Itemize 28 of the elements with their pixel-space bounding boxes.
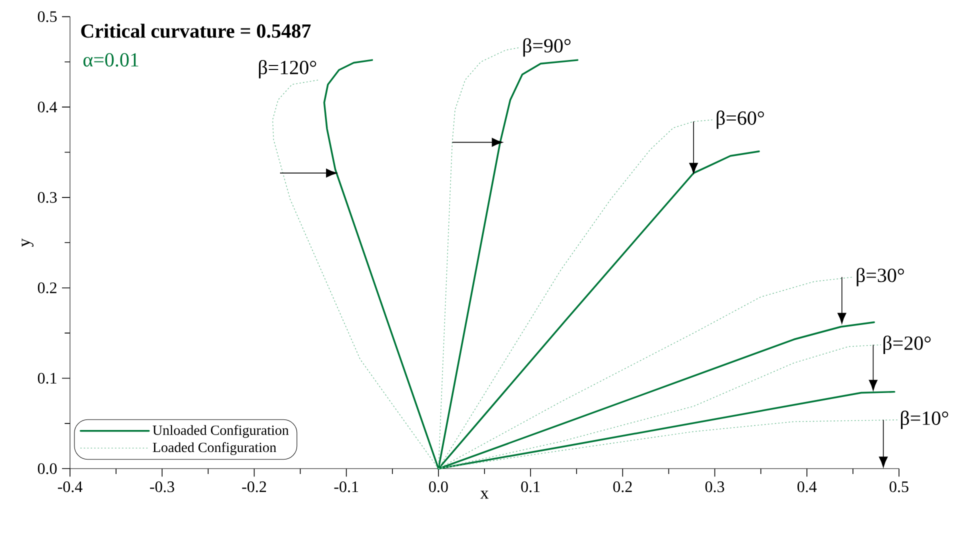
x-tick-label: -0.1 (334, 482, 358, 492)
x-tick-label: 0.1 (521, 482, 540, 492)
y-axis-title: y (22, 238, 34, 247)
x-tick-label: 0.2 (613, 482, 632, 492)
chart-title: Critical curvature = 0.5487 (81, 24, 311, 38)
x-axis-title: x (480, 490, 489, 499)
legend-label: Unloaded Configuration (152, 425, 289, 438)
legend-label: Loaded Configuration (152, 442, 276, 456)
annotation: β=120° (258, 60, 316, 79)
annotation: β=20° (883, 336, 931, 354)
y-tick-label: 0.2 (38, 282, 56, 294)
annotation: β=10° (900, 410, 948, 430)
x-tick-label: 0.5 (890, 482, 908, 492)
y-tick-label: 0.5 (38, 11, 57, 22)
annotation: β=30° (856, 268, 904, 286)
x-tick-label: -0.2 (242, 482, 266, 492)
x-tick-label: -0.4 (58, 482, 82, 492)
x-tick-label: 0.4 (797, 482, 817, 492)
x-tick-label: 0.0 (429, 482, 448, 492)
annotation: α=0.01 (83, 53, 138, 67)
annotation: β=90° (523, 38, 571, 57)
y-tick-label: 0.3 (38, 192, 57, 204)
y-tick-label: 0.0 (38, 463, 57, 474)
y-tick-label: 0.1 (38, 372, 56, 384)
x-tick-label: 0.3 (705, 482, 724, 492)
annotation: β=60° (716, 110, 764, 130)
y-tick-label: 0.4 (38, 102, 58, 113)
x-tick-label: -0.3 (150, 482, 174, 492)
